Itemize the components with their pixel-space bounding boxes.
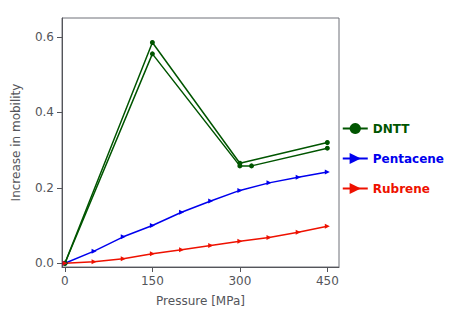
svg-text:0.4: 0.4: [35, 105, 54, 119]
svg-text:Pressure [MPa]: Pressure [MPa]: [156, 294, 245, 308]
svg-text:450: 450: [316, 274, 339, 288]
svg-text:DNTT: DNTT: [373, 122, 410, 136]
svg-text:0: 0: [61, 274, 69, 288]
svg-text:Pentacene: Pentacene: [373, 152, 444, 166]
svg-text:Rubrene: Rubrene: [373, 182, 430, 196]
svg-text:0.6: 0.6: [35, 30, 54, 44]
svg-text:Increase in mobility: Increase in mobility: [9, 84, 23, 202]
svg-text:0.2: 0.2: [35, 181, 54, 195]
svg-text:150: 150: [141, 274, 164, 288]
svg-text:0.0: 0.0: [35, 256, 54, 270]
svg-text:300: 300: [228, 274, 251, 288]
